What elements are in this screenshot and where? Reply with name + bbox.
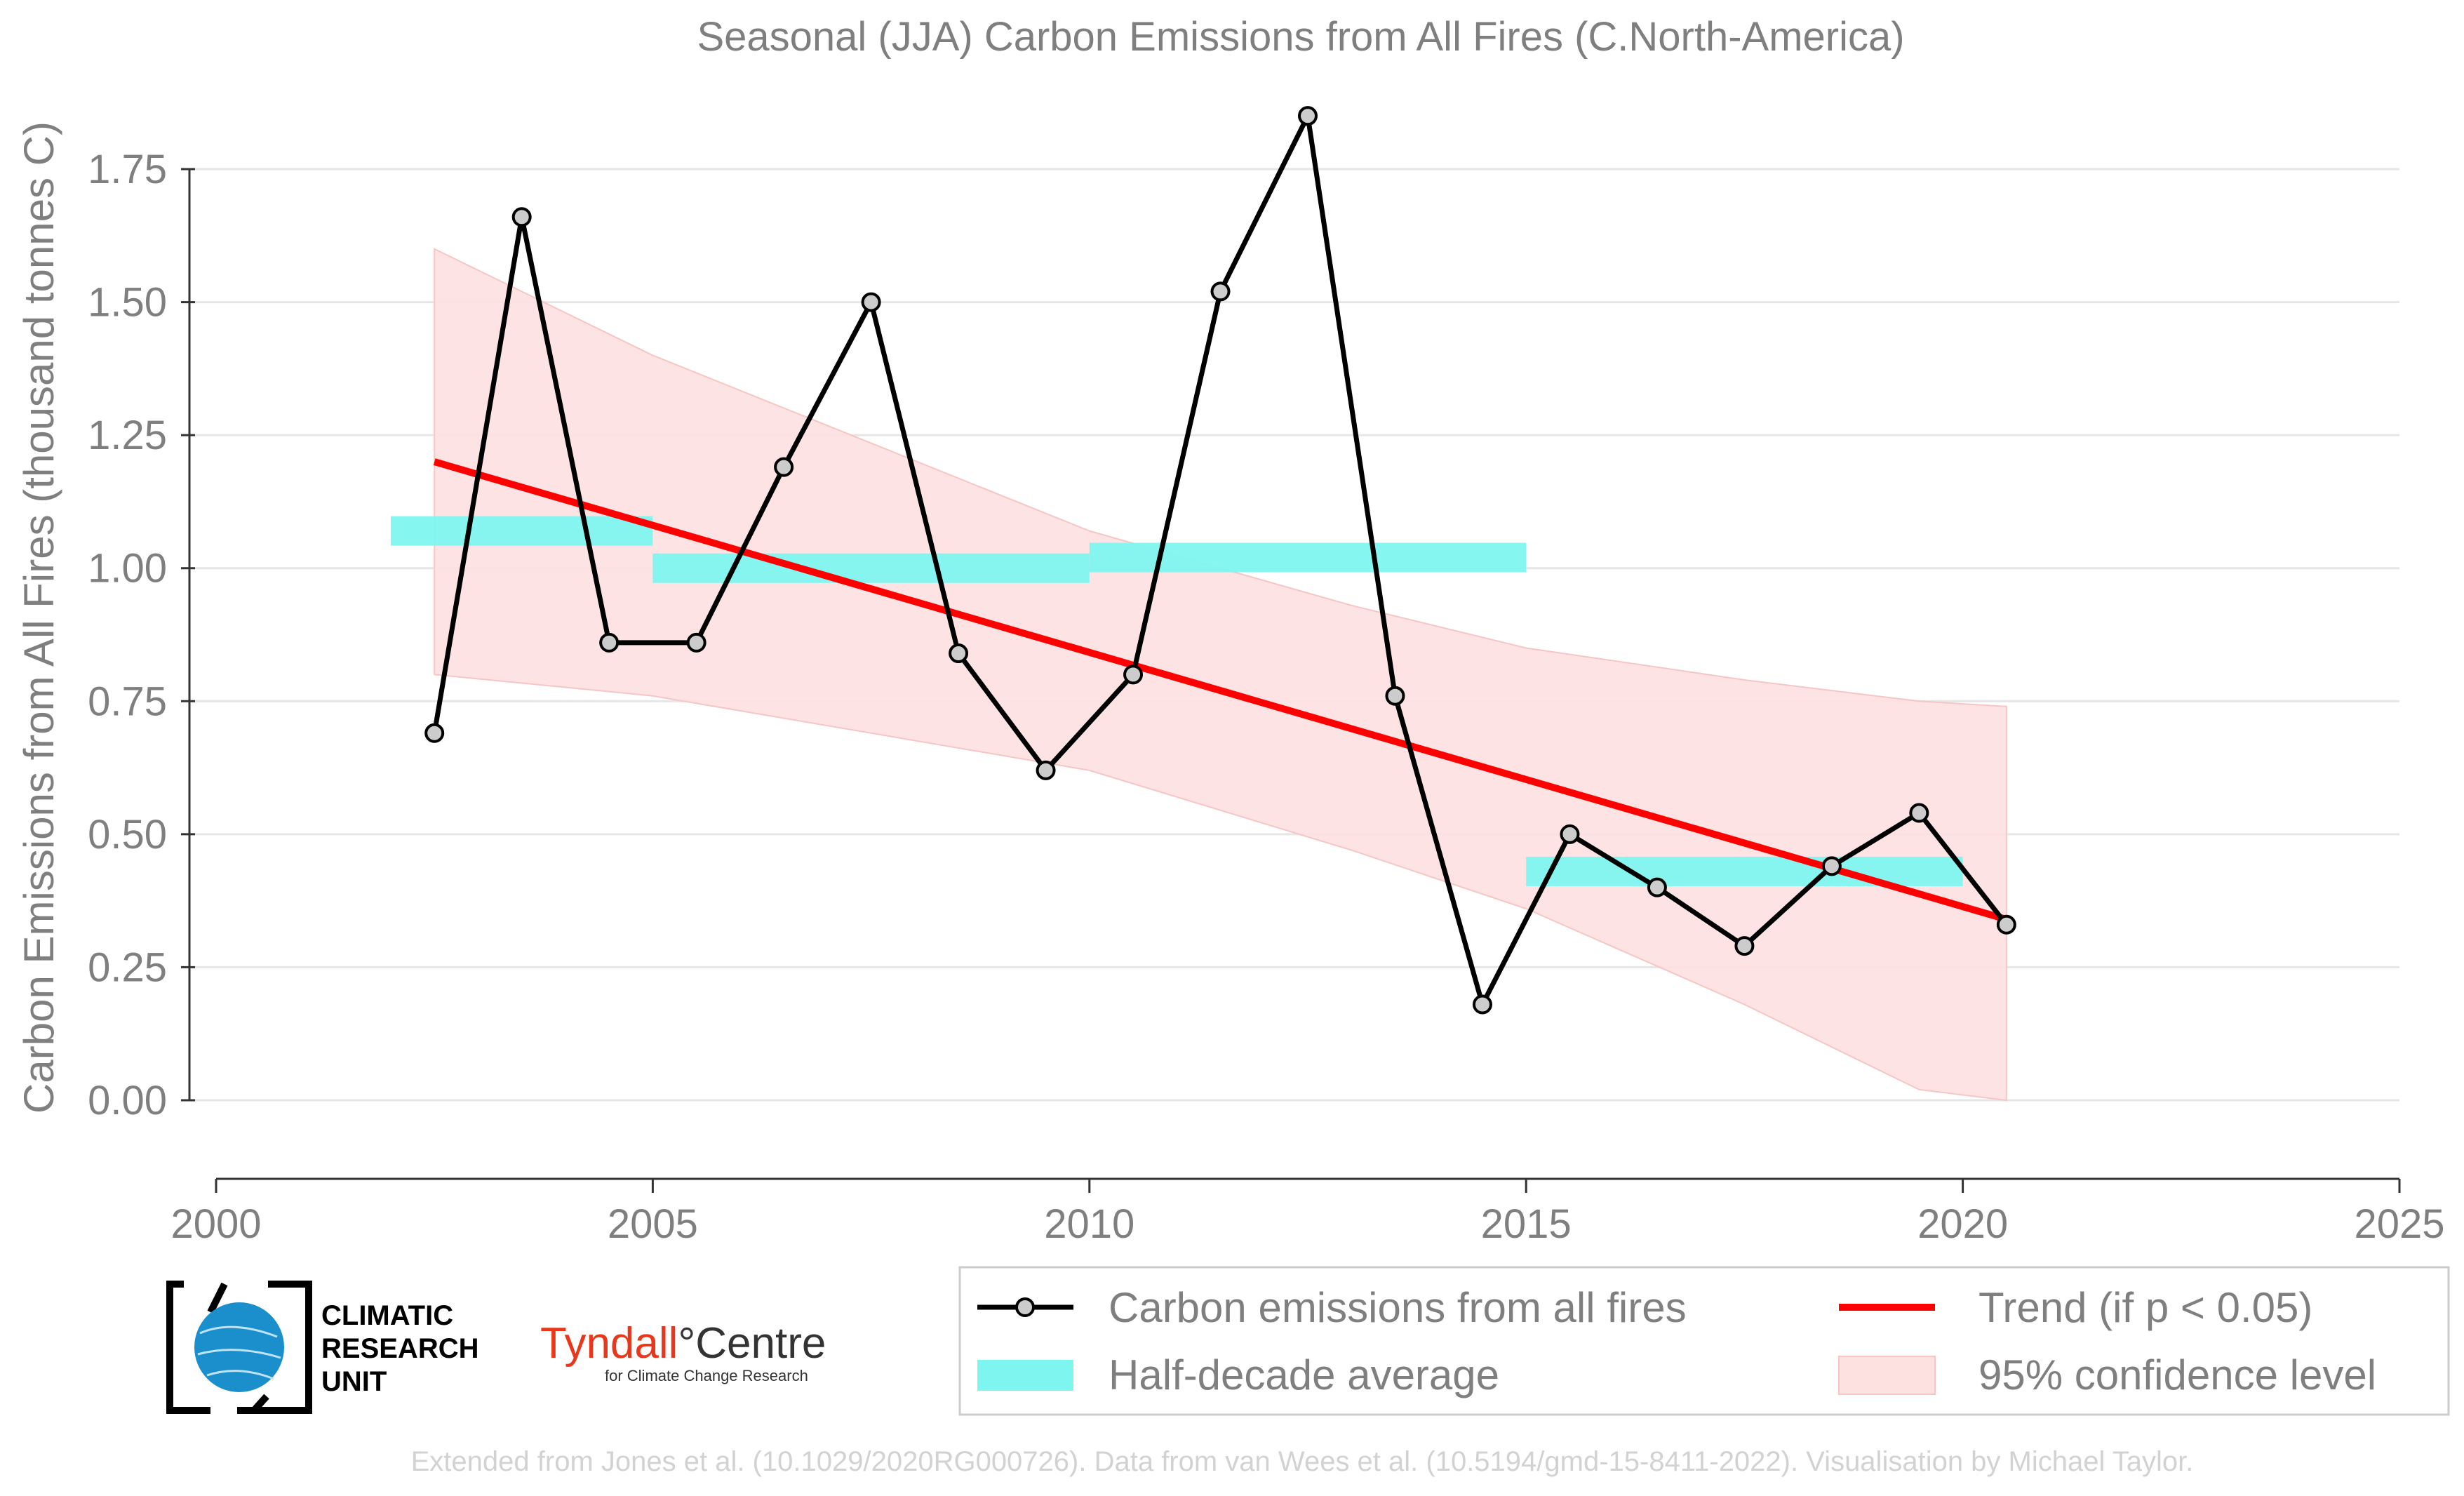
credit-line: Extended from Jones et al. (10.1029/2020… <box>411 1446 2194 1477</box>
trend-line-layer <box>433 458 2008 923</box>
cru-text-line-1: CLIMATIC <box>321 1300 453 1331</box>
emissions-point <box>511 207 532 227</box>
tyndall-logo: Tyndall°Centre for Climate Change Resear… <box>540 1319 826 1384</box>
emissions-point <box>424 723 445 743</box>
legend: Carbon emissions from all fires Trend (i… <box>958 1266 2450 1416</box>
y-tick-label: 1.75 <box>88 147 167 192</box>
half-decade-average-layer <box>390 516 1963 886</box>
x-tick-label: 2015 <box>1481 1201 1572 1247</box>
emissions-point <box>599 632 620 653</box>
cru-text-line-2: RESEARCH <box>321 1333 478 1364</box>
emissions-point <box>1996 914 2016 935</box>
emissions-point <box>1560 824 1580 844</box>
trend-line <box>433 458 2008 923</box>
y-tick-label: 0.75 <box>88 679 167 724</box>
emissions-series-layer <box>424 106 2016 1015</box>
chart-title: Seasonal (JJA) Carbon Emissions from All… <box>697 14 1904 60</box>
legend-item-confidence: 95% confidence level <box>1838 1351 2376 1398</box>
tyndall-degree: ° <box>678 1319 695 1368</box>
emissions-point <box>1210 281 1231 302</box>
half-decade-bar <box>1526 856 1963 886</box>
emissions-point <box>686 632 707 653</box>
tyndall-wordmark: Tyndall°Centre <box>540 1319 826 1368</box>
legend-swatch-confidence <box>1838 1356 1936 1395</box>
confidence-band-layer <box>434 248 2007 1102</box>
legend-marker-emissions <box>1015 1297 1035 1317</box>
cru-logo-frame <box>166 1281 312 1414</box>
legend-swatch-half-decade <box>977 1360 1073 1391</box>
emissions-point <box>1036 760 1056 780</box>
y-tick-label: 0.50 <box>88 812 167 857</box>
cru-text-line-3: UNIT <box>321 1366 387 1397</box>
x-tick-label: 2005 <box>608 1201 698 1247</box>
emissions-point <box>1647 877 1667 897</box>
legend-item-half-decade: Half-decade average <box>977 1351 1499 1398</box>
cru-logo-slash <box>207 1282 269 1413</box>
x-tick-label: 2010 <box>1044 1201 1134 1247</box>
cru-logo: CLIMATIC RESEARCH UNIT <box>166 1281 478 1414</box>
emissions-point <box>1734 936 1755 956</box>
globe-icon-lines <box>197 1325 281 1380</box>
y-tick-label: 1.50 <box>88 280 167 326</box>
legend-item-trend: Trend (if p < 0.05) <box>1839 1284 2312 1331</box>
half-decade-bar <box>390 516 653 546</box>
globe-icon <box>194 1302 284 1392</box>
emissions-point <box>861 292 881 312</box>
emissions-point <box>1123 664 1144 685</box>
y-tick-label: 1.00 <box>88 546 167 592</box>
confidence-band <box>434 248 2007 1102</box>
emissions-point <box>1298 106 1318 126</box>
legend-frame <box>958 1266 2450 1416</box>
emissions-point <box>1821 856 1842 876</box>
axes <box>181 168 2401 1193</box>
y-tick-label: 1.25 <box>88 413 167 458</box>
legend-label-half-decade: Half-decade average <box>1109 1351 1499 1398</box>
legend-label-confidence: 95% confidence level <box>1978 1351 2376 1398</box>
tyndall-name: Tyndall <box>540 1319 678 1368</box>
emissions-point <box>774 457 794 477</box>
x-tick-label: 2020 <box>1917 1201 2008 1247</box>
y-tick-label: 0.00 <box>88 1078 167 1123</box>
legend-label-emissions: Carbon emissions from all fires <box>1109 1284 1687 1331</box>
tyndall-subtitle: for Climate Change Research <box>605 1367 808 1384</box>
x-tick-label: 2000 <box>170 1201 261 1247</box>
emissions-point <box>1472 994 1492 1015</box>
legend-label-trend: Trend (if p < 0.05) <box>1978 1284 2312 1331</box>
legend-item-emissions: Carbon emissions from all fires <box>977 1284 1687 1331</box>
emissions-point <box>949 643 969 664</box>
tick-labels: 0.00 0.25 0.50 0.75 1.00 1.25 1.50 1.75 2000 2005… <box>88 147 2444 1247</box>
tyndall-centre: Centre <box>695 1319 826 1368</box>
half-decade-bar <box>652 553 1090 583</box>
y-axis-label: Carbon Emissions from All Fires (thousan… <box>15 121 62 1114</box>
x-tick-label: 2025 <box>2354 1201 2444 1247</box>
emissions-point <box>1385 686 1405 706</box>
y-tick-label: 0.25 <box>88 944 167 990</box>
emissions-point <box>1909 803 1929 823</box>
